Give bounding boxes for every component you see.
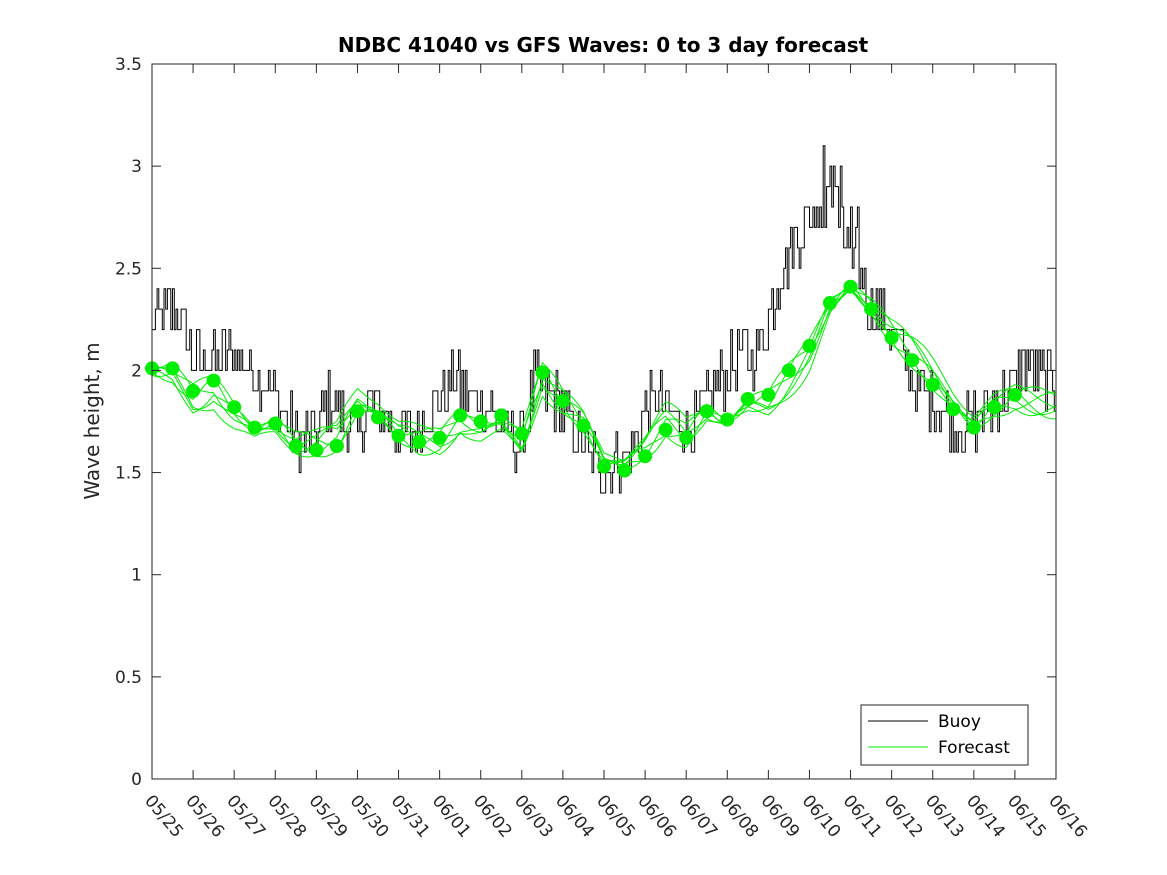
forecast-point bbox=[268, 416, 283, 431]
y-tick-label: 3.5 bbox=[115, 55, 142, 75]
forecast-point bbox=[227, 400, 242, 415]
x-tick-label: 06/10 bbox=[798, 791, 845, 841]
forecast-point bbox=[432, 430, 447, 445]
x-tick-label: 06/11 bbox=[839, 791, 886, 841]
forecast-point bbox=[206, 373, 221, 388]
forecast-point bbox=[658, 422, 673, 437]
forecast-point bbox=[329, 439, 344, 453]
y-tick-label: 2.5 bbox=[115, 259, 142, 279]
forecast-point bbox=[638, 449, 653, 464]
axis-ticks bbox=[151, 63, 1057, 780]
forecast-run-line-6 bbox=[151, 286, 1057, 466]
forecast-point bbox=[843, 279, 858, 294]
forecast-point bbox=[165, 361, 180, 376]
forecast-point bbox=[597, 459, 611, 474]
x-tick-label: 06/12 bbox=[880, 791, 927, 841]
x-tick-label: 05/27 bbox=[222, 791, 269, 841]
forecast-point bbox=[535, 365, 550, 380]
x-tick-label: 05/25 bbox=[140, 791, 187, 841]
forecast-point bbox=[473, 414, 488, 429]
forecast-markers bbox=[145, 279, 1022, 478]
buoy-series bbox=[152, 145, 1056, 494]
y-axis-tick-labels: 0 0.5 1 1.5 2 2.5 3 3.5 bbox=[115, 55, 142, 790]
x-tick-label: 06/02 bbox=[469, 791, 516, 841]
forecast-point bbox=[761, 387, 776, 402]
x-tick-label: 06/16 bbox=[1044, 791, 1091, 841]
legend-forecast-label: Forecast bbox=[938, 738, 1010, 758]
forecast-point bbox=[453, 408, 468, 423]
x-tick-label: 06/14 bbox=[962, 791, 1009, 841]
x-tick-label: 06/08 bbox=[715, 791, 762, 841]
y-tick-label: 1.5 bbox=[115, 464, 142, 484]
forecast-point bbox=[371, 410, 385, 425]
x-tick-label: 06/09 bbox=[757, 791, 804, 841]
forecast-point bbox=[309, 443, 324, 458]
forecast-point bbox=[884, 330, 899, 345]
y-tick-label: 0.5 bbox=[115, 668, 142, 688]
forecast-point bbox=[966, 420, 981, 435]
x-tick-label: 06/06 bbox=[633, 791, 680, 841]
forecast-point bbox=[864, 302, 879, 317]
forecast-point bbox=[905, 353, 920, 368]
forecast-point bbox=[925, 377, 940, 392]
x-tick-label: 06/07 bbox=[674, 791, 721, 841]
x-tick-label: 06/05 bbox=[592, 791, 639, 841]
x-tick-label: 06/04 bbox=[551, 791, 598, 841]
forecast-point bbox=[494, 408, 509, 423]
forecast-point bbox=[186, 383, 201, 398]
legend-buoy-label: Buoy bbox=[938, 712, 981, 732]
x-axis-tick-labels: 05/2505/2605/2705/2805/2905/3005/3106/01… bbox=[140, 791, 1091, 841]
legend-box bbox=[860, 704, 1029, 766]
forecast-point bbox=[740, 392, 755, 406]
forecast-point bbox=[699, 404, 714, 419]
y-tick-label: 3 bbox=[131, 157, 142, 177]
x-tick-label: 05/26 bbox=[181, 791, 228, 841]
forecast-point bbox=[679, 430, 694, 445]
forecast-point bbox=[617, 463, 632, 478]
forecast-point bbox=[946, 402, 961, 417]
x-tick-label: 05/30 bbox=[346, 791, 393, 841]
forecast-point bbox=[781, 363, 796, 378]
x-tick-label: 05/28 bbox=[263, 791, 310, 841]
forecast-point bbox=[720, 412, 735, 427]
x-tick-label: 05/31 bbox=[387, 791, 434, 841]
forecast-point bbox=[247, 420, 262, 435]
x-tick-label: 06/01 bbox=[428, 791, 475, 841]
forecast-point bbox=[288, 439, 303, 453]
forecast-point bbox=[391, 428, 406, 443]
chart-legend: Buoy Forecast bbox=[860, 704, 1029, 766]
x-tick-label: 05/29 bbox=[305, 791, 352, 841]
y-tick-label: 1 bbox=[131, 566, 142, 586]
chart-title: NDBC 41040 vs GFS Waves: 0 to 3 day fore… bbox=[338, 33, 869, 57]
forecast-point bbox=[576, 418, 591, 433]
x-tick-label: 06/15 bbox=[1003, 791, 1050, 841]
forecast-point bbox=[823, 296, 837, 310]
forecast-run-line-1 bbox=[151, 289, 1057, 462]
y-tick-label: 0 bbox=[131, 770, 142, 790]
forecast-point bbox=[802, 338, 817, 353]
x-tick-label: 06/03 bbox=[510, 791, 557, 841]
forecast-point bbox=[350, 404, 365, 419]
y-tick-label: 2 bbox=[131, 361, 142, 381]
forecast-point bbox=[987, 400, 1002, 415]
y-axis-label: Wave height, m bbox=[80, 342, 104, 499]
forecast-point bbox=[412, 434, 427, 449]
buoy-line bbox=[152, 145, 1056, 494]
x-tick-label: 06/13 bbox=[921, 791, 968, 841]
forecast-point bbox=[514, 426, 529, 441]
forecast-point bbox=[555, 394, 570, 409]
forecast-point bbox=[1007, 387, 1022, 402]
